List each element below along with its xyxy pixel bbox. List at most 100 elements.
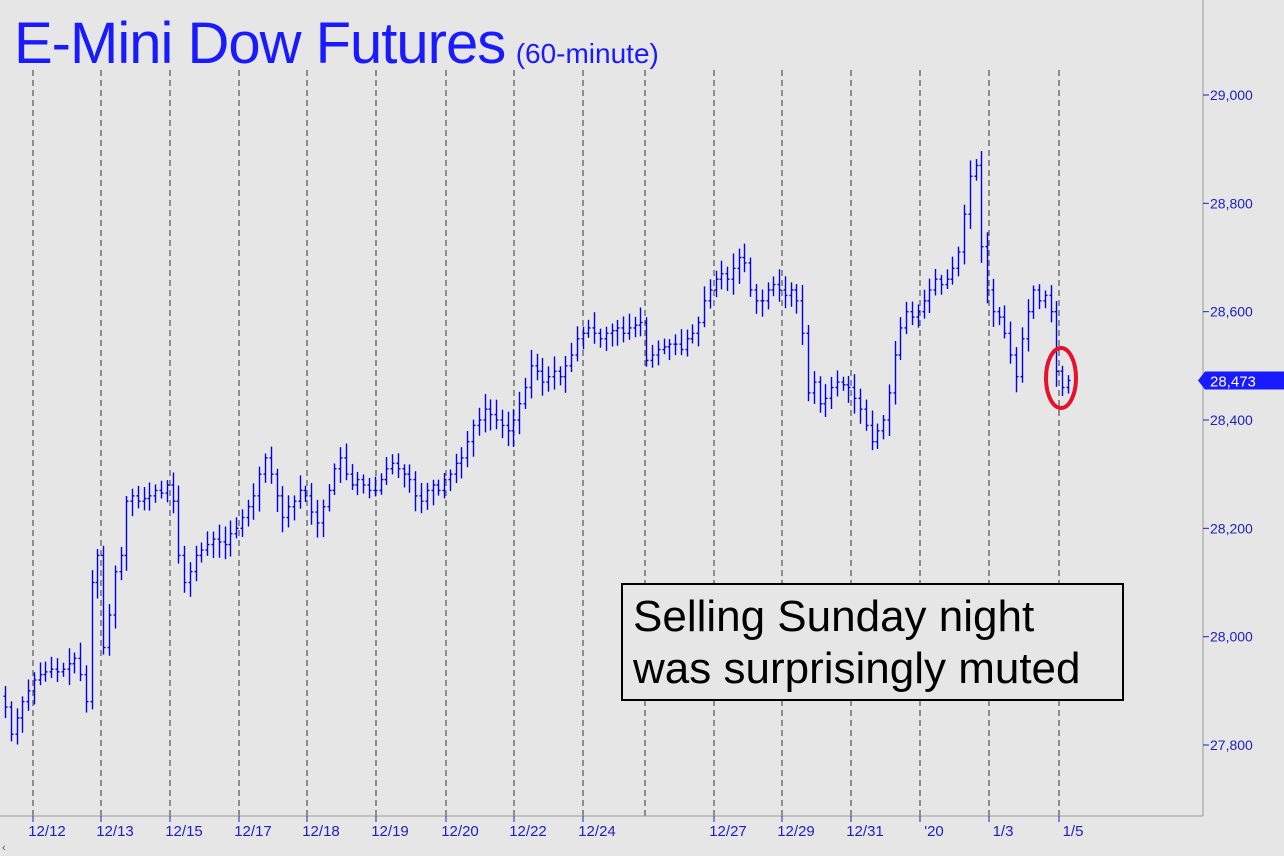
price-bar	[43, 661, 48, 682]
last-price-marker: 28,473	[1198, 371, 1284, 390]
price-bar	[627, 313, 632, 340]
price-bar	[107, 604, 112, 656]
price-bar	[1049, 285, 1054, 323]
price-bar	[881, 415, 886, 440]
price-bar	[968, 160, 973, 229]
price-bar	[147, 482, 152, 511]
price-bar	[737, 248, 742, 284]
price-bar	[615, 319, 620, 346]
price-bar	[442, 473, 447, 499]
price-bar	[269, 446, 274, 484]
price-bar	[373, 476, 378, 497]
price-bar	[384, 456, 389, 485]
price-bar	[916, 304, 921, 328]
price-bar	[84, 665, 89, 713]
price-bar	[407, 464, 412, 493]
price-bar	[280, 486, 285, 533]
price-bar	[644, 317, 649, 367]
price-bar	[309, 483, 314, 525]
price-bar	[263, 453, 268, 483]
price-bar	[511, 409, 516, 447]
price-bar	[997, 307, 1002, 326]
price-bar	[159, 480, 164, 499]
x-tick-label: 12/29	[777, 823, 815, 840]
price-bar	[581, 326, 586, 350]
price-bar	[956, 246, 961, 277]
y-tick-label: 28,200	[1210, 520, 1253, 536]
price-bar	[130, 488, 135, 517]
price-bar	[1043, 290, 1048, 309]
price-bar	[771, 276, 776, 297]
price-bar	[760, 289, 765, 317]
x-tick-label: 1/3	[993, 823, 1014, 840]
price-bar	[922, 289, 927, 319]
price-bar	[633, 316, 638, 338]
x-tick-label: 12/19	[371, 823, 409, 840]
price-bar	[927, 278, 932, 314]
price-bar	[546, 366, 551, 392]
price-bar	[731, 253, 736, 295]
price-bar	[650, 344, 655, 368]
price-bar	[379, 473, 384, 495]
price-bar	[32, 672, 37, 705]
price-bar	[431, 479, 436, 506]
price-bar	[806, 325, 811, 402]
price-bar	[1031, 285, 1036, 319]
price-bar	[800, 285, 805, 345]
y-tick-label: 28,400	[1210, 412, 1253, 428]
annotation-line-1: Selling Sunday night	[633, 592, 1035, 641]
price-bar	[991, 278, 996, 327]
price-bar	[292, 495, 297, 521]
price-bar	[26, 679, 31, 711]
price-bar	[113, 565, 118, 629]
x-tick-label: 12/13	[96, 823, 134, 840]
price-bar	[893, 340, 898, 405]
price-bar	[471, 419, 476, 457]
price-bar	[818, 376, 823, 413]
y-axis: 27,800 28,000 28,200 28,400 28,600 28,800 29,0…	[1203, 87, 1253, 753]
scroll-left-icon[interactable]: ‹	[2, 842, 6, 854]
price-bar	[725, 266, 730, 291]
x-tick-label: 12/31	[846, 823, 884, 840]
y-tick-label: 27,800	[1210, 737, 1253, 753]
price-bar	[448, 469, 453, 492]
price-bar	[974, 159, 979, 181]
price-bar	[361, 474, 366, 494]
price-bar	[350, 463, 355, 490]
price-bar	[679, 329, 684, 356]
price-bar	[413, 471, 418, 512]
price-bar	[789, 282, 794, 307]
price-bar	[165, 480, 170, 503]
price-bar	[396, 453, 401, 479]
price-bar	[176, 485, 181, 564]
price-bar	[153, 484, 158, 503]
price-bar	[841, 376, 846, 391]
price-bars	[3, 151, 1071, 745]
price-bar	[898, 317, 903, 360]
price-bar	[517, 391, 522, 435]
price-bar	[777, 269, 782, 302]
price-bar	[783, 276, 788, 309]
price-bar	[332, 463, 337, 496]
price-bar	[719, 260, 724, 290]
price-bar	[38, 662, 43, 686]
price-bar	[535, 353, 540, 381]
price-bar	[199, 542, 204, 563]
price-bar	[794, 284, 799, 314]
price-bar	[945, 269, 950, 289]
annotation-line-2: was surprisingly muted	[633, 644, 1081, 693]
price-bar	[217, 524, 222, 558]
x-tick-label: 12/24	[578, 823, 616, 840]
price-bar	[234, 517, 239, 539]
price-bar	[454, 453, 459, 483]
price-bar	[436, 479, 441, 496]
price-bar	[979, 151, 984, 263]
price-bar	[569, 342, 574, 373]
price-bar	[355, 471, 360, 496]
price-bar	[708, 279, 713, 309]
price-bar	[459, 447, 464, 479]
price-bar	[119, 546, 124, 581]
price-bar	[1008, 321, 1013, 364]
price-bar	[846, 375, 851, 403]
price-bar	[419, 482, 424, 514]
